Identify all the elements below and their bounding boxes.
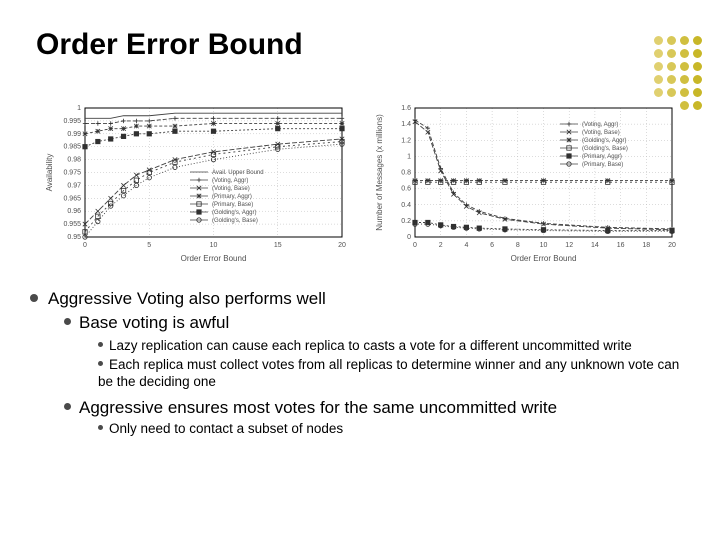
svg-text:(Voting, Base): (Voting, Base) — [212, 186, 250, 192]
svg-text:(Primary, Base): (Primary, Base) — [212, 202, 253, 208]
bullet-text: Base voting is awful — [79, 313, 229, 332]
svg-text:(Golding's, Aggr): (Golding's, Aggr) — [582, 138, 627, 144]
svg-text:Avail. Upper Bound: Avail. Upper Bound — [212, 170, 264, 176]
svg-text:0.96: 0.96 — [67, 208, 81, 215]
svg-text:20: 20 — [668, 242, 676, 249]
bullet-level-2: Base voting is awful — [64, 312, 690, 334]
bullet-list: Aggressive Voting also performs well Bas… — [30, 288, 690, 440]
bullet-text: Aggressive Voting also performs well — [48, 289, 326, 308]
svg-text:(Voting, Base): (Voting, Base) — [582, 130, 620, 136]
svg-text:(Voting, Aggr): (Voting, Aggr) — [582, 122, 618, 128]
svg-text:(Primary, Aggr): (Primary, Aggr) — [582, 154, 622, 160]
svg-text:10: 10 — [540, 242, 548, 249]
svg-text:Order Error Bound: Order Error Bound — [511, 254, 577, 263]
svg-text:5: 5 — [147, 242, 151, 249]
svg-text:Number of Messages (x millions: Number of Messages (x millions) — [375, 114, 384, 231]
svg-text:0: 0 — [413, 242, 417, 249]
svg-text:1: 1 — [407, 153, 411, 160]
chart-left: 0 5 10 15 20 0.95 0.955 0.96 0.965 0.97 0.975 0.98 0… — [40, 100, 350, 265]
svg-text:(Voting, Aggr): (Voting, Aggr) — [212, 178, 248, 184]
bullet-level-3: Lazy replication can cause each replica … — [98, 338, 690, 355]
decor-dots — [654, 36, 702, 110]
svg-text:(Golding's, Base): (Golding's, Base) — [212, 218, 258, 224]
slide-title: Order Error Bound — [36, 28, 303, 62]
svg-text:15: 15 — [274, 242, 282, 249]
svg-text:8: 8 — [516, 242, 520, 249]
svg-text:(Golding's, Base): (Golding's, Base) — [582, 146, 628, 152]
svg-text:Availability: Availability — [45, 154, 54, 192]
svg-text:(Primary, Base): (Primary, Base) — [582, 162, 623, 168]
svg-text:1.6: 1.6 — [401, 105, 411, 112]
bullet-text: Only need to contact a subset of nodes — [109, 421, 343, 436]
svg-text:14: 14 — [591, 242, 599, 249]
svg-text:0.99: 0.99 — [67, 131, 81, 138]
svg-text:0.975: 0.975 — [63, 170, 81, 177]
svg-text:0.955: 0.955 — [63, 221, 81, 228]
svg-text:0.2: 0.2 — [401, 218, 411, 225]
bullet-level-2: Aggressive ensures most votes for the sa… — [64, 397, 690, 419]
svg-text:Order Error Bound: Order Error Bound — [181, 254, 247, 263]
svg-text:4: 4 — [464, 242, 468, 249]
svg-text:(Primary, Aggr): (Primary, Aggr) — [212, 194, 252, 200]
bullet-text: Lazy replication can cause each replica … — [109, 338, 632, 353]
bullet-level-1: Aggressive Voting also performs well — [30, 288, 690, 310]
svg-text:16: 16 — [617, 242, 625, 249]
chart-right: 0 2 4 6 8 10 12 14 16 18 20 0 0.2 0.4 0.6 0.8 1 1.2 1.4 1.6… — [370, 100, 680, 265]
svg-text:0.4: 0.4 — [401, 202, 411, 209]
svg-text:2: 2 — [439, 242, 443, 249]
svg-text:1.2: 1.2 — [401, 137, 411, 144]
svg-text:0.6: 0.6 — [401, 186, 411, 193]
svg-text:18: 18 — [642, 242, 650, 249]
svg-text:20: 20 — [338, 242, 346, 249]
bullet-text: Aggressive ensures most votes for the sa… — [79, 398, 557, 417]
svg-text:0.98: 0.98 — [67, 157, 81, 164]
bullet-text: Each replica must collect votes from all… — [98, 357, 679, 389]
svg-text:(Golding's, Aggr): (Golding's, Aggr) — [212, 210, 257, 216]
svg-text:1.4: 1.4 — [401, 121, 411, 128]
svg-text:0.995: 0.995 — [63, 118, 81, 125]
svg-text:1: 1 — [77, 105, 81, 112]
svg-text:10: 10 — [210, 242, 218, 249]
svg-text:0.965: 0.965 — [63, 195, 81, 202]
svg-text:12: 12 — [565, 242, 573, 249]
svg-text:6: 6 — [490, 242, 494, 249]
svg-text:0.985: 0.985 — [63, 144, 81, 151]
bullet-level-3: Each replica must collect votes from all… — [98, 357, 690, 391]
charts-row: 051015200.950.9550.960.9650.970.9750.980… — [40, 100, 680, 265]
svg-text:0: 0 — [407, 234, 411, 241]
svg-text:0: 0 — [83, 242, 87, 249]
bullet-level-3: Only need to contact a subset of nodes — [98, 421, 690, 438]
svg-text:0.97: 0.97 — [67, 182, 81, 189]
svg-text:0.95: 0.95 — [67, 234, 81, 241]
svg-text:0.8: 0.8 — [401, 170, 411, 177]
